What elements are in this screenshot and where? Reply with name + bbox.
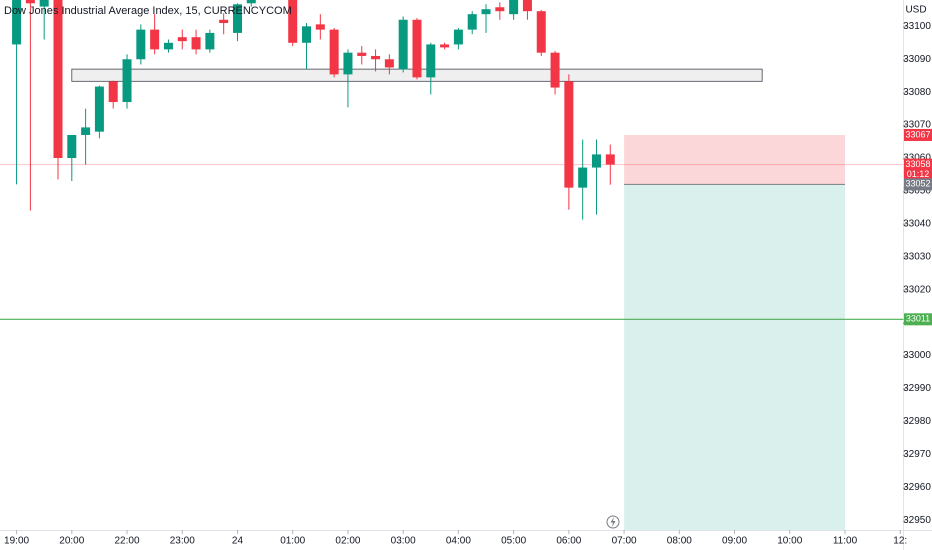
y-tick-label: 33040 [903,218,931,229]
candle-body [177,37,187,42]
x-tick-label: 20:00 [59,536,84,547]
candle-body [12,0,22,45]
candle-body [108,81,118,103]
axes: 33100 33090 33080 33070 33060 33050 33040 33030… [4,21,932,547]
level-label: 33011 [906,314,930,324]
candle-body [564,81,574,188]
candle-body [329,29,339,75]
candle-body [81,127,91,135]
x-tick-label: 08:00 [667,536,692,547]
candle-body [315,24,325,30]
candle-body [522,0,532,12]
candle-body [398,19,408,70]
x-tick-label: 19:00 [4,536,29,547]
x-tick-label: 23:00 [170,536,195,547]
entry-label: 33052 [905,179,930,189]
current-price-label: 33058 [905,159,930,169]
candle-body [246,0,256,4]
x-tick-label: 12: [893,536,907,547]
candle-body [384,59,394,68]
candle-body [150,29,160,50]
candle-body [467,14,477,30]
candle-body [357,52,367,56]
current-price-box [904,158,932,181]
candle-body [219,19,229,24]
candle-body [495,7,505,12]
candle-body [122,59,132,103]
y-tick-label: 33080 [903,87,931,98]
candle-body [371,55,381,60]
candle-body [25,0,35,4]
currency-label: USD [905,5,926,16]
y-tick-label: 32950 [903,515,931,526]
candle-body [536,11,546,53]
x-tick-label: 09:00 [722,536,747,547]
countdown-label: 01:12 [907,169,930,179]
stop-zone [624,134,846,185]
x-tick-label: 04:00 [446,536,471,547]
y-tick-label: 33070 [903,120,931,131]
y-tick-label: 33100 [903,21,931,32]
x-tick-label: 02:00 [335,536,360,547]
candle-body [509,0,519,15]
replay-icon[interactable] [606,515,620,529]
candle-body [440,44,450,48]
candle-body [39,0,49,7]
candle-body [232,4,242,33]
stop-label-box [904,128,932,141]
y-tick-label: 33030 [903,251,931,262]
y-tick-label: 32960 [903,482,931,493]
candle-body [426,44,436,78]
x-tick-label: 06:00 [556,536,581,547]
x-tick-label: 05:00 [501,536,526,547]
candle-body [605,154,615,165]
candle-body [67,134,77,159]
x-tick-label: 10:00 [777,536,802,547]
candle-body [288,0,298,43]
candle-body [481,9,491,15]
candle-body [53,0,63,159]
candle-body [94,86,104,132]
candle-body [163,42,173,50]
candle-body [578,167,588,188]
y-tick-label: 32980 [903,416,931,427]
candle-body [136,29,146,60]
candle-body [302,26,312,43]
y-tick-label: 33050 [903,186,931,197]
chart-title: Dow Jones Industrial Average Index, 15, … [4,5,292,17]
y-tick-label: 33090 [903,54,931,65]
stop-label: 33067 [905,129,930,139]
level-label-box [904,313,932,326]
y-tick-label: 33020 [903,284,931,295]
y-tick-label: 33060 [903,153,931,164]
x-tick-label: 01:00 [280,536,305,547]
x-tick-label: 07:00 [612,536,637,547]
entry-label-box [904,178,932,191]
plot-area [0,0,903,530]
y-tick-label: 33000 [903,350,931,361]
candle-body [412,19,422,78]
candle-body [453,29,463,45]
candle-body [191,37,201,50]
x-tick-label: 03:00 [391,536,416,547]
candle-body [550,52,560,88]
y-tick-label: 32990 [903,383,931,394]
x-tick-label: 22:00 [115,536,140,547]
candle-body [205,32,215,50]
candle-body [343,52,353,75]
target-zone [624,184,846,530]
candle-body [591,154,601,168]
y-tick-label: 32970 [903,449,931,460]
x-tick-label: 24 [232,536,244,547]
x-tick-label: 11:00 [833,536,858,547]
